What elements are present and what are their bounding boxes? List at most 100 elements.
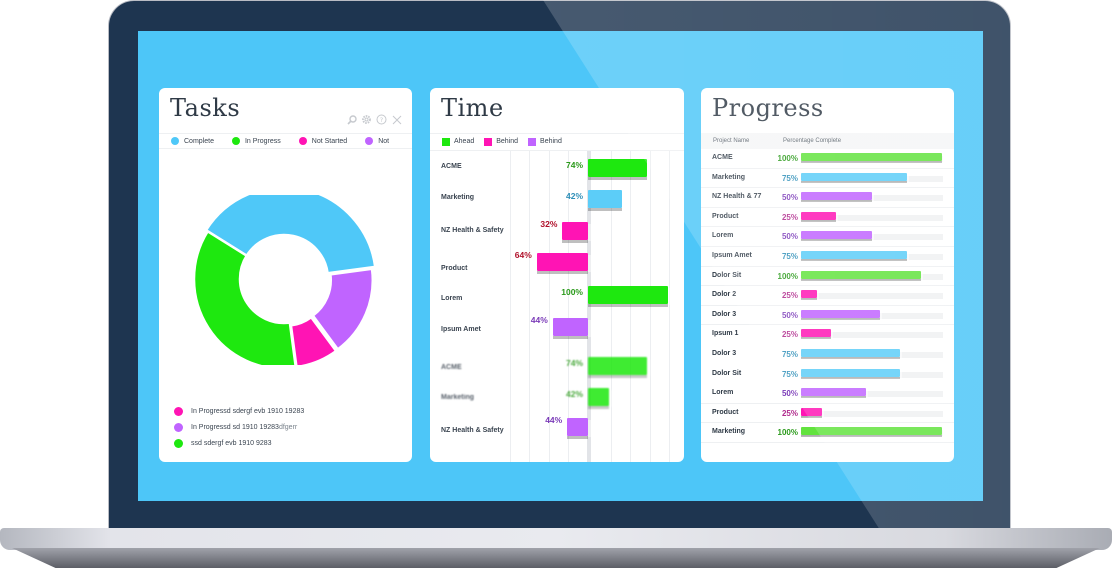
progress-row[interactable]: Dolor 3 50% — [701, 306, 954, 326]
tasks-panel: Tasks ? Complete In Progress Not Started… — [159, 88, 412, 462]
donut-slice-in-progress[interactable] — [192, 229, 297, 365]
progress-bar — [801, 251, 909, 261]
column-percentage[interactable]: Percentage Complete — [783, 138, 842, 144]
time-row-label: Marketing — [441, 194, 475, 201]
gridline — [529, 151, 530, 462]
percent-value: 100% — [777, 428, 798, 438]
percent-value: 50% — [781, 232, 798, 242]
legend-behind[interactable]: Behind — [484, 137, 519, 146]
legend-behind-2[interactable]: Behind — [528, 137, 562, 146]
task-note: In Progressd sdergf evb 1910 19283 — [174, 403, 304, 419]
project-name: Lorem — [712, 232, 734, 240]
progress-bar — [801, 427, 944, 438]
progress-bar — [801, 172, 909, 183]
project-name: Product — [712, 212, 739, 220]
time-bar[interactable] — [588, 286, 671, 307]
tasks-notes: In Progressd sdergf evb 1910 19283 In Pr… — [174, 403, 304, 451]
close-icon[interactable] — [391, 114, 402, 125]
progress-row[interactable]: Lorem 50% — [701, 384, 954, 404]
time-bar[interactable] — [588, 159, 651, 180]
time-row-label: Marketing — [441, 394, 475, 401]
time-bar[interactable] — [567, 418, 591, 439]
progress-row[interactable]: Dolor Sit 75% — [701, 365, 954, 385]
percent-value: 50% — [781, 389, 798, 399]
gridline — [611, 151, 612, 462]
progress-bar — [801, 388, 868, 399]
progress-bar — [801, 290, 818, 301]
time-row-label: Ipsum Amet — [441, 326, 481, 333]
progress-track — [801, 410, 943, 417]
gear-icon[interactable] — [361, 114, 372, 125]
project-name: ACME — [712, 154, 733, 161]
time-bar[interactable] — [588, 357, 651, 378]
progress-row[interactable]: ACME 100% — [701, 149, 954, 169]
time-bar[interactable] — [588, 388, 612, 409]
legend-complete[interactable]: Complete — [171, 137, 214, 145]
progress-row[interactable]: Ipsum Amet 75% — [701, 247, 954, 267]
project-name: Lorem — [712, 389, 734, 397]
progress-row[interactable]: Lorem 50% — [701, 227, 954, 247]
progress-track — [801, 391, 943, 398]
project-name: Dolor 3 — [712, 310, 737, 318]
time-row-label: ACME — [441, 364, 462, 371]
progress-row[interactable]: Dolor Sit 100% — [701, 267, 954, 287]
tasks-legend: Complete In Progress Not Started Not — [159, 133, 412, 149]
tasks-title: Tasks — [170, 94, 241, 122]
progress-row[interactable]: Product 25% — [701, 404, 954, 424]
time-bar-value: 32% — [540, 219, 558, 229]
progress-row[interactable]: Dolor 2 25% — [701, 286, 954, 306]
progress-row[interactable]: Dolor 3 75% — [701, 345, 954, 365]
gridline — [630, 151, 631, 462]
time-bar[interactable] — [552, 318, 592, 339]
percent-value: 100% — [777, 154, 798, 163]
task-note: ssd sdergf evb 1910 9283 — [174, 435, 304, 451]
project-name: NZ Health & 77 — [712, 193, 762, 201]
progress-bar — [801, 368, 902, 379]
progress-row[interactable]: Product 25% — [701, 208, 954, 228]
donut-slice-not[interactable] — [311, 267, 374, 352]
project-name: Dolor Sit — [712, 369, 742, 377]
progress-row[interactable]: NZ Health & 77 50% — [701, 188, 954, 208]
legend-square-icon — [528, 137, 537, 146]
time-bar[interactable] — [588, 190, 625, 211]
tasks-donut-chart[interactable] — [192, 195, 376, 365]
percent-value: 75% — [781, 369, 798, 379]
percent-value: 25% — [781, 330, 798, 340]
help-icon[interactable]: ? — [376, 114, 387, 125]
project-name: Product — [712, 408, 739, 416]
percent-value: 50% — [781, 310, 798, 320]
progress-track — [801, 214, 943, 221]
time-row-label: ACME — [441, 163, 462, 170]
time-row-label: Lorem — [441, 295, 463, 302]
time-bar-value: 64% — [514, 250, 532, 260]
progress-row[interactable]: Ipsum 1 25% — [701, 325, 954, 345]
legend-label: In Progress — [244, 137, 281, 145]
legend-not-started[interactable]: Not Started — [298, 137, 347, 145]
project-name: Ipsum Amet — [712, 252, 752, 259]
project-name: Marketing — [712, 173, 746, 181]
time-row-label: NZ Health & Safety — [441, 427, 504, 434]
time-chart: ACME 74% Marketing 42% NZ Health & Safety 32%… — [430, 150, 684, 462]
gridline — [510, 151, 511, 462]
svg-text:?: ? — [380, 116, 383, 124]
time-row-label: Product — [441, 265, 468, 272]
note-dot-icon — [174, 422, 183, 432]
time-bar-value: 74% — [565, 358, 583, 368]
percent-value: 25% — [781, 291, 798, 301]
time-bar[interactable] — [536, 253, 592, 274]
time-bar[interactable] — [562, 222, 591, 243]
legend-in-progress[interactable]: In Progress — [231, 137, 281, 145]
progress-row[interactable]: Marketing 100% — [701, 423, 954, 443]
donut-slice-complete[interactable] — [204, 195, 376, 275]
progress-bar — [801, 211, 839, 222]
note-text: ssd sdergf evb 1910 9283 — [191, 439, 272, 447]
search-icon[interactable] — [346, 114, 357, 125]
progress-row[interactable]: Marketing 75% — [701, 169, 954, 189]
legend-not[interactable]: Not — [365, 137, 389, 145]
legend-ahead[interactable]: Ahead — [442, 137, 474, 146]
note-dot-icon — [174, 406, 183, 416]
gridline — [650, 151, 651, 462]
column-project-name[interactable]: Project Name — [713, 138, 750, 144]
tasks-toolbar: ? — [346, 114, 402, 125]
legend-label: Behind — [496, 138, 519, 145]
